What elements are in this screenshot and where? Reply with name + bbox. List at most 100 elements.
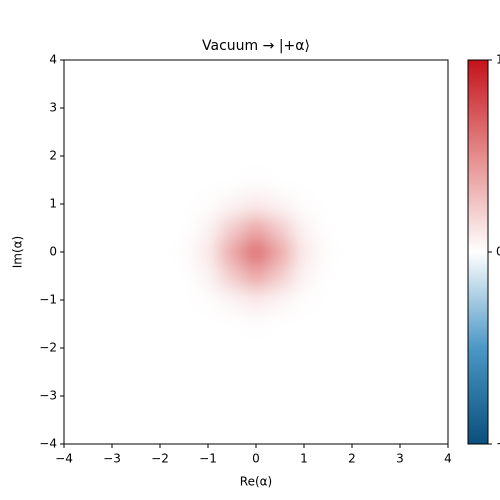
heatmap-cell <box>340 312 365 337</box>
y-tick-label: 1 <box>49 197 57 211</box>
heatmap-cell <box>316 144 341 169</box>
heatmap-cell <box>244 192 269 217</box>
heatmap-cell <box>148 144 173 169</box>
heatmap-cell <box>292 288 317 313</box>
heatmap-cell <box>148 168 173 193</box>
heatmap-cell <box>220 264 245 289</box>
heatmap-cell <box>292 120 317 145</box>
heatmap-cell <box>196 240 221 265</box>
heatmap-cell <box>100 336 125 361</box>
heatmap-cell <box>172 336 197 361</box>
heatmap-cell <box>76 144 101 169</box>
heatmap-cell <box>244 312 269 337</box>
heatmap-cell <box>244 216 269 241</box>
heatmap-cell <box>388 288 413 313</box>
heatmap-cell <box>220 240 245 265</box>
heatmap-cell <box>148 384 173 409</box>
heatmap-cell <box>100 408 125 433</box>
y-tick-label: 2 <box>49 149 57 163</box>
heatmap-cell <box>316 72 341 97</box>
heatmap-cell <box>196 384 221 409</box>
heatmap-cell <box>268 312 293 337</box>
heatmap-cell <box>340 240 365 265</box>
heatmap-cell <box>244 60 269 73</box>
heatmap-cell <box>64 360 77 385</box>
heatmap-cell <box>124 360 149 385</box>
heatmap-cell <box>388 60 413 73</box>
heatmap-cell <box>412 432 437 444</box>
heatmap-cell <box>388 240 413 265</box>
heatmap-cell <box>268 168 293 193</box>
heatmap-cell <box>124 72 149 97</box>
heatmap-cell <box>412 360 437 385</box>
heatmap-cell <box>172 216 197 241</box>
heatmap-cell <box>268 336 293 361</box>
heatmap-cell <box>76 288 101 313</box>
heatmap-cell <box>268 144 293 169</box>
chart-title: Vacuum → |+α⟩ <box>202 38 310 54</box>
heatmap-cell <box>436 60 448 73</box>
plot-area <box>64 60 448 444</box>
x-tick-label: 4 <box>444 452 452 466</box>
colorbar-tick-label: 1 <box>496 53 500 67</box>
heatmap-cell <box>64 192 77 217</box>
heatmap-cell <box>292 168 317 193</box>
heatmap-cell <box>388 432 413 444</box>
heatmap-cell <box>316 336 341 361</box>
heatmap-cell <box>100 144 125 169</box>
heatmap-cell <box>364 168 389 193</box>
heatmap-cell <box>64 168 77 193</box>
heatmap-cell <box>148 96 173 121</box>
heatmap-cell <box>316 288 341 313</box>
heatmap-cell <box>244 288 269 313</box>
heatmap-cell <box>76 312 101 337</box>
heatmap-cell <box>268 288 293 313</box>
heatmap-cell <box>364 336 389 361</box>
heatmap-cell <box>64 408 77 433</box>
heatmap-cell <box>388 120 413 145</box>
heatmap-cell <box>172 408 197 433</box>
heatmap-cell <box>412 144 437 169</box>
heatmap-cell <box>124 384 149 409</box>
heatmap-cell <box>316 240 341 265</box>
heatmap-cell <box>220 288 245 313</box>
heatmap-cell <box>412 60 437 73</box>
heatmap-cell <box>412 264 437 289</box>
x-tick-label: −4 <box>55 452 73 466</box>
heatmap-cell <box>340 360 365 385</box>
heatmap-cell <box>148 264 173 289</box>
heatmap-cell <box>244 408 269 433</box>
y-tick-label: −1 <box>39 293 57 307</box>
heatmap-cell <box>412 288 437 313</box>
heatmap-cell <box>172 96 197 121</box>
heatmap-cell <box>76 432 101 444</box>
heatmap-cell <box>388 360 413 385</box>
heatmap-cell <box>76 168 101 193</box>
y-axis-label: Im(α) <box>11 236 25 269</box>
heatmap-cell <box>196 288 221 313</box>
heatmap-cell <box>268 60 293 73</box>
heatmap-cell <box>388 312 413 337</box>
heatmap-cell <box>268 432 293 444</box>
heatmap-cell <box>220 312 245 337</box>
heatmap-cell <box>124 336 149 361</box>
heatmap-cell <box>364 216 389 241</box>
heatmap-cell <box>388 96 413 121</box>
heatmap-cell <box>364 288 389 313</box>
heatmap-cell <box>436 264 448 289</box>
heatmap-cell <box>76 336 101 361</box>
heatmap-cell <box>172 72 197 97</box>
heatmap-cell <box>220 408 245 433</box>
heatmap-cell <box>412 120 437 145</box>
heatmap-cell <box>436 360 448 385</box>
heatmap-cell <box>196 72 221 97</box>
heatmap-cell <box>76 96 101 121</box>
heatmap-cell <box>76 72 101 97</box>
heatmap-cell <box>292 216 317 241</box>
heatmap-cell <box>340 120 365 145</box>
heatmap-cell <box>412 384 437 409</box>
heatmap-cell <box>388 168 413 193</box>
heatmap-cell <box>100 96 125 121</box>
x-tick-label: 0 <box>252 452 260 466</box>
heatmap-cell <box>268 72 293 97</box>
